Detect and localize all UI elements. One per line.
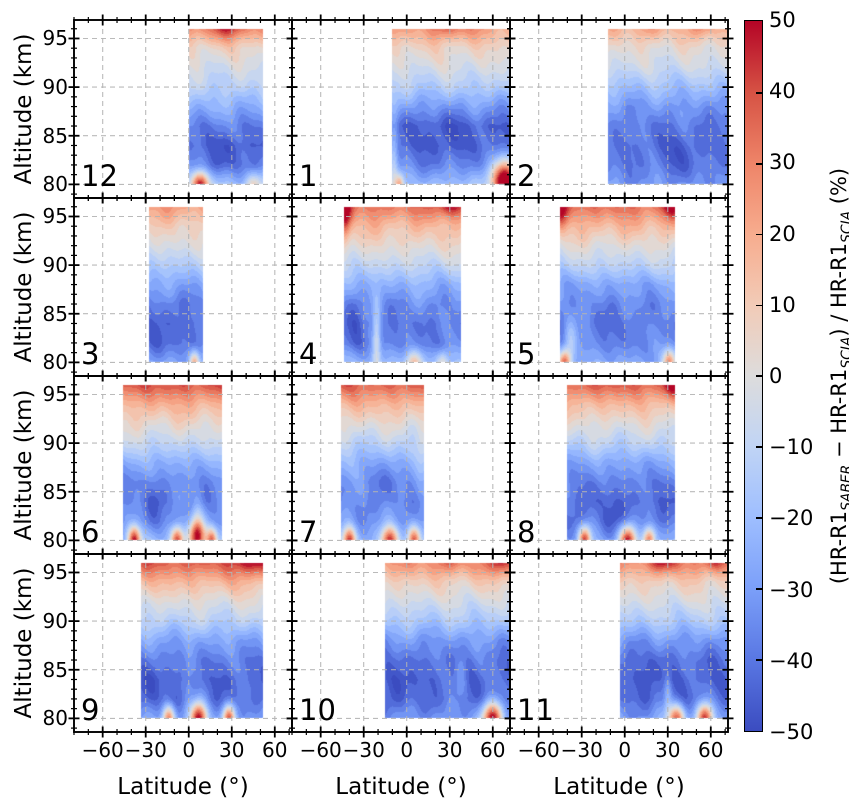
x-tick-label: −60	[299, 738, 342, 762]
colorbar-tick	[756, 233, 762, 236]
panel-10-number: 10	[299, 693, 336, 727]
panel-8-number: 8	[517, 515, 536, 549]
y-tick-label: 85	[42, 301, 68, 326]
panel-2-heatmap	[510, 20, 728, 198]
y-tick-label: 95	[42, 560, 68, 585]
colorbar-tick-label: 0	[769, 364, 783, 388]
panel-3-heatmap	[74, 198, 292, 376]
colorbar-tick-label: −40	[769, 648, 814, 673]
colorbar-tick	[756, 375, 762, 378]
panel-5-number: 5	[517, 337, 536, 371]
y-tick-label: 90	[42, 609, 68, 634]
x-tick-label: 60	[698, 738, 724, 762]
colorbar-tick	[756, 91, 762, 94]
y-tick-label: 90	[42, 75, 68, 100]
x-tick-label: 60	[262, 738, 288, 762]
x-tick-label: 0	[400, 738, 414, 762]
y-tick-label: 95	[42, 26, 68, 51]
colorbar-tick	[756, 304, 762, 307]
colorbar-title: (HR-R1SABER − HR-R1SCIA) / HR-R1SCIA (%)	[824, 16, 849, 736]
colorbar-title-text: (%)	[827, 167, 849, 211]
panel-2-number: 2	[517, 159, 536, 193]
x-axis-title-col1: Latitude (°)	[335, 774, 467, 800]
y-tick-label: 80	[42, 172, 68, 197]
colorbar-tick	[756, 588, 762, 590]
panel-6-number: 6	[81, 515, 100, 549]
y-axis-title-row1: Altitude (km)	[11, 211, 37, 363]
y-tick-label: 80	[42, 350, 68, 375]
panel-12-number: 12	[81, 159, 118, 193]
y-tick-label: 95	[42, 204, 68, 229]
y-axis-title-row3: Altitude (km)	[11, 567, 37, 719]
colorbar-title-text: (HR-R1	[827, 510, 849, 585]
x-tick-label: 30	[655, 738, 681, 762]
colorbar-tick	[756, 162, 762, 165]
panel-7-heatmap	[292, 376, 510, 554]
colorbar-tick-label: 30	[769, 150, 796, 175]
colorbar-tick	[756, 446, 762, 449]
x-tick-label: 60	[480, 738, 506, 762]
y-tick-label: 80	[42, 528, 68, 553]
x-axis-title-col2: Latitude (°)	[553, 774, 685, 800]
colorbar-tick-label: −50	[769, 720, 814, 744]
colorbar-tick-label: −20	[769, 506, 814, 531]
colorbar-tick-label: −10	[769, 435, 814, 460]
x-axis-title-col0: Latitude (°)	[117, 774, 249, 800]
panel-5-heatmap	[510, 198, 728, 376]
x-tick-label: 30	[437, 738, 463, 762]
colorbar-title-subscript: SABER	[839, 464, 849, 511]
y-tick-label: 80	[42, 706, 68, 731]
y-tick-label: 90	[42, 253, 68, 278]
colorbar-title-text: ) / HR-R1	[827, 242, 849, 337]
y-tick-label: 85	[42, 657, 68, 682]
x-tick-label: −30	[560, 738, 603, 762]
x-tick-label: 0	[182, 738, 196, 762]
colorbar-tick	[756, 658, 762, 661]
colorbar-title-text: − HR-R1	[827, 368, 849, 465]
panel-9-number: 9	[81, 693, 100, 727]
y-axis-title-row2: Altitude (km)	[11, 389, 37, 541]
panel-1-number: 1	[299, 159, 318, 193]
panel-4-heatmap	[292, 198, 510, 376]
panel-9-heatmap	[74, 554, 292, 732]
colorbar-title-subscript: SCIA	[839, 336, 849, 369]
y-tick-label: 95	[42, 382, 68, 407]
colorbar-tick-label: 20	[769, 221, 796, 246]
x-tick-label: 30	[219, 738, 245, 762]
colorbar-tick-label: −30	[769, 577, 814, 602]
panel-3-number: 3	[81, 337, 100, 371]
colorbar-tick	[756, 517, 762, 519]
panel-4-number: 4	[299, 337, 318, 371]
y-tick-label: 85	[42, 123, 68, 148]
colorbar-title-subscript: SCIA	[839, 210, 849, 243]
x-tick-label: −30	[124, 738, 167, 762]
x-tick-label: 0	[618, 738, 632, 762]
colorbar-tick-label: 50	[769, 8, 796, 32]
y-axis-title-row0: Altitude (km)	[11, 33, 37, 185]
x-tick-label: −60	[517, 738, 560, 762]
x-tick-label: −30	[342, 738, 385, 762]
y-tick-label: 85	[42, 479, 68, 504]
colorbar	[744, 20, 763, 732]
panel-8-heatmap	[510, 376, 728, 554]
colorbar-tick-label: 40	[769, 79, 796, 104]
panel-6-heatmap	[74, 376, 292, 554]
panel-7-number: 7	[299, 515, 318, 549]
x-tick-label: −60	[81, 738, 124, 762]
y-tick-label: 90	[42, 431, 68, 456]
panel-1-heatmap	[292, 20, 510, 198]
colorbar-tick-label: 10	[769, 292, 796, 317]
panel-11-number: 11	[517, 693, 554, 727]
